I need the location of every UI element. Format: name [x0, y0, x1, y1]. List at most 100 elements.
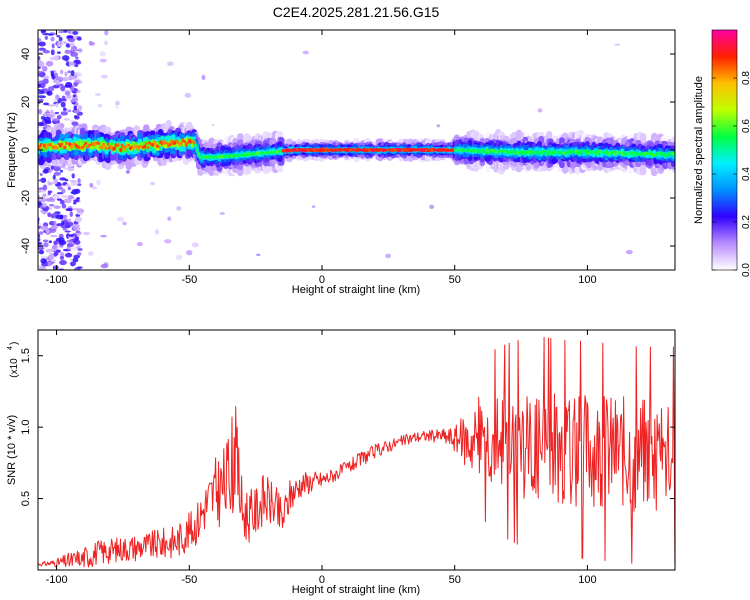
spectrogram-noise-cell — [38, 115, 39, 116]
spectrogram-y-tick-label: 20 — [20, 96, 32, 108]
spectrogram-noise-cell — [30, 68, 36, 71]
spectrogram-noise-cell — [67, 70, 71, 74]
spectrogram-noise-cell — [68, 74, 73, 81]
spectrogram-noise-cell — [55, 103, 59, 108]
spectrogram-heatmap — [30, 30, 675, 270]
spectrogram-x-axis-label: Height of straight line (km) — [292, 284, 420, 296]
spectrogram-ridge-cell — [117, 143, 121, 147]
spectrogram-ridge-cell — [498, 151, 502, 154]
spectrogram-noise-cell — [87, 251, 94, 256]
spectrogram-noise-cell — [77, 183, 82, 187]
spectrogram-noise-cell — [219, 212, 226, 215]
spectrogram-x-tick-label: 100 — [578, 274, 596, 286]
spectrogram-noise-cell — [42, 168, 49, 174]
spectrogram-noise-cell — [33, 201, 38, 204]
spectrogram-noise-cell — [45, 194, 49, 198]
spectrogram-noise-cell — [45, 60, 54, 67]
snr-x-ticks: -100 -50 0 50 100 — [46, 330, 597, 586]
spectrogram-y-tick-label: -20 — [20, 190, 32, 206]
spectrogram-noise-cell — [53, 172, 61, 176]
spectrogram-noise-cell — [38, 198, 41, 202]
spectrogram-noise-cell — [44, 35, 48, 40]
spectrogram-noise-cell — [38, 241, 43, 245]
spectrogram-noise-cell — [67, 37, 76, 43]
spectrogram-noise-cell — [48, 206, 53, 210]
spectrogram-noise-cell — [71, 173, 75, 179]
spectrogram-noise-cell — [59, 169, 64, 173]
spectrogram-noise-cell — [59, 214, 64, 220]
spectrogram-noise-cell — [50, 234, 58, 238]
spectrogram-noise-cell — [167, 61, 174, 67]
spectrogram-noise-cell — [42, 78, 49, 85]
spectrogram-noise-cell — [64, 230, 71, 233]
spectrogram-ridge-cell — [152, 140, 156, 145]
spectrogram-noise-cell — [69, 234, 74, 237]
spectrogram-noise-cell — [167, 216, 172, 221]
spectrogram-noise-cell — [186, 250, 193, 256]
spectrogram-noise-cell — [74, 63, 79, 68]
snr-y-tick-label: 1.0 — [20, 419, 32, 434]
spectrogram-noise-cell — [53, 252, 58, 257]
spectrogram-ridge-cell — [197, 152, 201, 156]
spectrogram-noise-cell — [54, 178, 58, 183]
snr-scale-label: (x10 — [9, 358, 20, 378]
spectrogram-noise-cell — [30, 229, 35, 234]
spectrogram-noise-cell — [70, 46, 77, 53]
spectrogram-ridge-cell — [584, 152, 588, 155]
spectrogram-noise-cell — [69, 261, 77, 267]
spectrogram-noise-cell — [73, 199, 80, 203]
spectrogram-noise-cell — [191, 242, 199, 248]
spectrogram-noise-cell — [55, 83, 60, 86]
spectrogram-noise-cell — [38, 171, 40, 175]
spectrogram-noise-cell — [75, 230, 81, 234]
spectrogram-x-tick-label: 50 — [449, 274, 461, 286]
spectrogram-noise-cell — [32, 174, 36, 179]
spectrogram-noise-cell — [55, 94, 60, 100]
spectrogram-noise-cell — [46, 109, 50, 115]
colorbar-tick-label: 0.4 — [741, 167, 750, 181]
spectrogram-noise-cell — [65, 208, 74, 212]
spectrogram-ridge-cell — [183, 140, 186, 144]
spectrogram-noise-cell — [429, 204, 435, 210]
snr-line-layer — [38, 336, 675, 568]
spectrogram-ridge-cell — [60, 142, 64, 146]
spectrogram-noise-cell — [30, 31, 37, 36]
spectrogram-noise-cell — [62, 76, 70, 82]
spectrogram-ridge-cell — [103, 144, 107, 149]
spectrogram-noise-cell — [58, 30, 65, 34]
spectrogram-noise-cell — [69, 42, 75, 47]
spectrogram-noise-cell — [52, 79, 61, 84]
spectrogram-ridge-cell — [82, 143, 86, 148]
spectrogram-noise-cell — [38, 95, 47, 99]
snr-frame — [37, 329, 676, 571]
spectrogram-noise-cell — [33, 220, 37, 223]
spectrogram-noise-cell — [77, 105, 83, 111]
spectrogram-noise-cell — [42, 239, 49, 243]
spectrogram-noise-cell — [32, 65, 36, 70]
spectrogram-noise-cell — [104, 30, 109, 36]
spectrogram-ridge-cell — [100, 145, 104, 150]
spectrogram-ridge-cell — [558, 150, 562, 155]
spectrogram-ridge-cell — [175, 139, 178, 143]
snr-panel: -100 -50 0 50 100 0.5 1.0 1.5 Height of straig… — [6, 329, 676, 596]
spectrogram-noise-cell — [48, 240, 53, 244]
spectrogram-noise-cell — [63, 118, 71, 121]
spectrogram-noise-cell — [66, 35, 74, 39]
spectrogram-noise-cell — [50, 36, 55, 42]
spectrogram-noise-cell — [38, 265, 47, 270]
spectrogram-noise-cell — [38, 47, 46, 51]
spectrogram-noise-cell — [42, 202, 47, 208]
spectrogram-noise-cell — [104, 40, 108, 46]
spectrogram-noise-cell — [100, 74, 108, 79]
spectrogram-x-ticks: -100 -50 0 50 100 — [46, 30, 597, 286]
spectrogram-noise-cell — [175, 254, 183, 261]
spectrogram-noise-cell — [385, 253, 392, 259]
spectrogram-noise-cell — [38, 187, 45, 190]
spectrogram-noise-cell — [33, 45, 37, 49]
spectrogram-noise-cell — [30, 266, 37, 269]
spectrogram-noise-cell — [54, 72, 59, 78]
spectrogram-y-tick-label: 0 — [20, 147, 32, 153]
colorbar: 0.0 0.2 0.4 0.6 0.8 Normalized spectral ampl… — [693, 29, 750, 277]
spectrogram-noise-cell — [33, 182, 38, 184]
colorbar-label: Normalized spectral amplitude — [693, 76, 705, 224]
